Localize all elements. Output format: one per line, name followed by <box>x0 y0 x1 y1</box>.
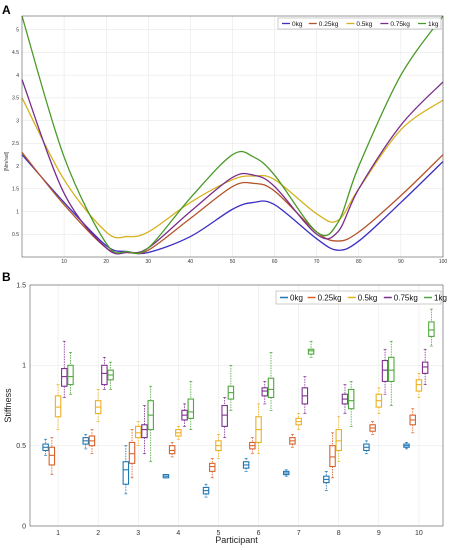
panel-b-boxes <box>42 308 435 498</box>
panel-a-legend-box <box>277 17 442 30</box>
panel-b-xtick-label: 4 <box>176 530 180 537</box>
panel-a-series-line <box>21 15 444 255</box>
panel-b-box <box>48 446 56 466</box>
panel-b-box <box>141 424 148 439</box>
panel-b-legend: 0kg 0.25kg 0.5kg 0.75kg 1kg <box>275 290 447 305</box>
panel-a-xtick-label: 70 <box>314 259 320 265</box>
panel-a-xtick-label: 60 <box>272 259 278 265</box>
panel-b-box <box>128 441 136 464</box>
panel-b-xtick-label: 3 <box>136 530 140 537</box>
panel-a-ytick-label: 0.5 <box>12 232 19 238</box>
panel-a-legend-label: 0kg <box>292 21 303 28</box>
panel-b-xtick-label: 2 <box>96 530 100 537</box>
panel-b-box <box>261 387 269 397</box>
panel-b-ytick-label: 1.5 <box>16 282 26 289</box>
panel-b-xtick-label: 6 <box>257 530 261 537</box>
panel-a-ylabel: [Nm/rad] <box>4 151 10 171</box>
panel-b-box <box>135 425 142 439</box>
panel-a-legend-label: 0.25kg <box>319 21 339 28</box>
panel-b-box <box>208 462 216 472</box>
panel-b-legend-box <box>275 290 442 305</box>
panel-a-xtick-label: 20 <box>103 259 109 265</box>
panel-a-frame <box>21 15 444 258</box>
panel-b-ytick-label: 1 <box>22 363 26 370</box>
panel-a-legend-label: 0.75kg <box>390 21 410 28</box>
panel-a-ytick-label: 3.5 <box>12 96 19 102</box>
panel-b-ticks: 0 0.5 1 1.5 1 2 3 4 5 6 7 8 9 10 <box>16 282 423 537</box>
panel-a-legend-label: 0.5kg <box>356 21 372 28</box>
panel-b: B 0 0.5 1 1.5 1 2 3 4 5 6 7 8 9 10 Stiffness Particip… <box>2 270 447 545</box>
panel-a-series-line <box>21 79 444 255</box>
panel-a-ytick-label: 1.5 <box>12 187 19 193</box>
panel-b-legend-label: 0.5kg <box>358 293 378 302</box>
panel-a-xtick-label: 10 <box>61 259 67 265</box>
panel-b-box <box>67 364 74 386</box>
panel-b-box <box>221 404 228 427</box>
panel-b-box <box>329 445 336 468</box>
panel-b-box <box>122 461 130 485</box>
panel-a-ytick-label: 5 <box>16 27 19 33</box>
panel-a-ytick-label: 2 <box>16 164 19 170</box>
panel-a-ticks: 0.5 1 1.5 2 2.5 3 3.5 4 4.5 5 10 20 30 40 50 60 70 80 90 10… <box>12 27 447 265</box>
panel-a-legend-label: 1kg <box>428 21 439 28</box>
panel-b-legend-label: 0.25kg <box>318 293 342 302</box>
panel-b-ytick-label: 0.5 <box>16 443 26 450</box>
panel-a-xtick-label: 30 <box>146 259 152 265</box>
panel-b-xtick-label: 8 <box>337 530 341 537</box>
panel-b-box <box>61 367 68 387</box>
panel-b-box <box>267 377 275 399</box>
panel-b-xtick-label: 5 <box>217 530 221 537</box>
panel-b-box <box>168 445 176 455</box>
panel-b-legend-label: 1kg <box>434 293 447 302</box>
panel-b-box <box>415 379 423 392</box>
panel-a-ytick-label: 4 <box>16 73 19 79</box>
panel-b-box <box>187 398 195 419</box>
panel-b-box <box>381 359 389 382</box>
panel-a-lines <box>21 15 444 255</box>
panel-b-box <box>335 429 342 452</box>
panel-a-xtick-label: 80 <box>356 259 362 265</box>
panel-b-xtick-label: 10 <box>415 530 423 537</box>
panel-a-xtick-label: 50 <box>230 259 236 265</box>
panel-b-xlabel: Participant <box>215 535 258 545</box>
panel-b-box <box>307 348 315 355</box>
panel-b-box <box>421 361 429 374</box>
panel-a-xtick-label: 40 <box>188 259 194 265</box>
panel-a-xtick-label: 90 <box>398 259 404 265</box>
panel-a-ytick-label: 3 <box>16 118 19 124</box>
panel-a-ytick-label: 1 <box>16 209 19 215</box>
panel-b-xtick-label: 7 <box>297 530 301 537</box>
panel-b-letter: B <box>2 270 11 284</box>
panel-b-xtick-label: 9 <box>377 530 381 537</box>
panel-a: A 0.5 1 1.5 2 2.5 3 3.5 4 4.5 5 10 20 30 40 50 60 70 80 90… <box>2 3 447 265</box>
panel-b-ytick-label: 0 <box>22 523 26 530</box>
panel-b-box <box>388 356 395 382</box>
panel-b-box <box>428 321 435 337</box>
panel-b-ylabel: Stiffness <box>3 388 13 423</box>
panel-a-ytick-label: 4.5 <box>12 50 19 56</box>
panel-a-xtick-label: 100 <box>439 259 448 265</box>
panel-a-letter: A <box>2 3 11 17</box>
panel-b-frame <box>29 284 444 527</box>
panel-b-legend-label: 0.75kg <box>394 293 418 302</box>
panel-b-legend-label: 0kg <box>290 293 303 302</box>
panel-b-box <box>54 395 62 418</box>
panel-b-xtick-label: 1 <box>56 530 60 537</box>
panel-a-ytick-label: 2.5 <box>12 141 19 147</box>
panel-a-legend: 0kg 0.25kg 0.5kg 0.75kg 1kg <box>277 17 442 30</box>
panel-b-box <box>101 364 108 386</box>
panel-b-box <box>347 388 355 410</box>
